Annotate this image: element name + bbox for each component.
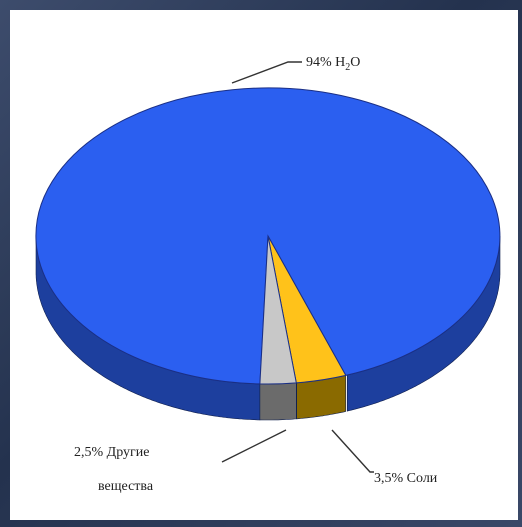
pie-slice-other — [259, 235, 297, 385]
leader-line-other — [221, 429, 287, 463]
label-h2o: 94% H2O — [306, 55, 360, 73]
label-other-line2: вещества — [98, 479, 154, 494]
label-other-line1: 2,5% Другие — [74, 445, 149, 460]
pie-side-other — [259, 382, 297, 421]
leader-line-salts — [331, 429, 374, 473]
pie-chart: 94% H2O 3,5% Соли 2,5% Другие вещества — [35, 55, 501, 494]
label-salts: 3,5% Соли — [374, 471, 438, 486]
chart-panel: 94% H2O 3,5% Соли 2,5% Другие вещества — [10, 10, 518, 520]
leader-line-h2o — [231, 61, 302, 84]
